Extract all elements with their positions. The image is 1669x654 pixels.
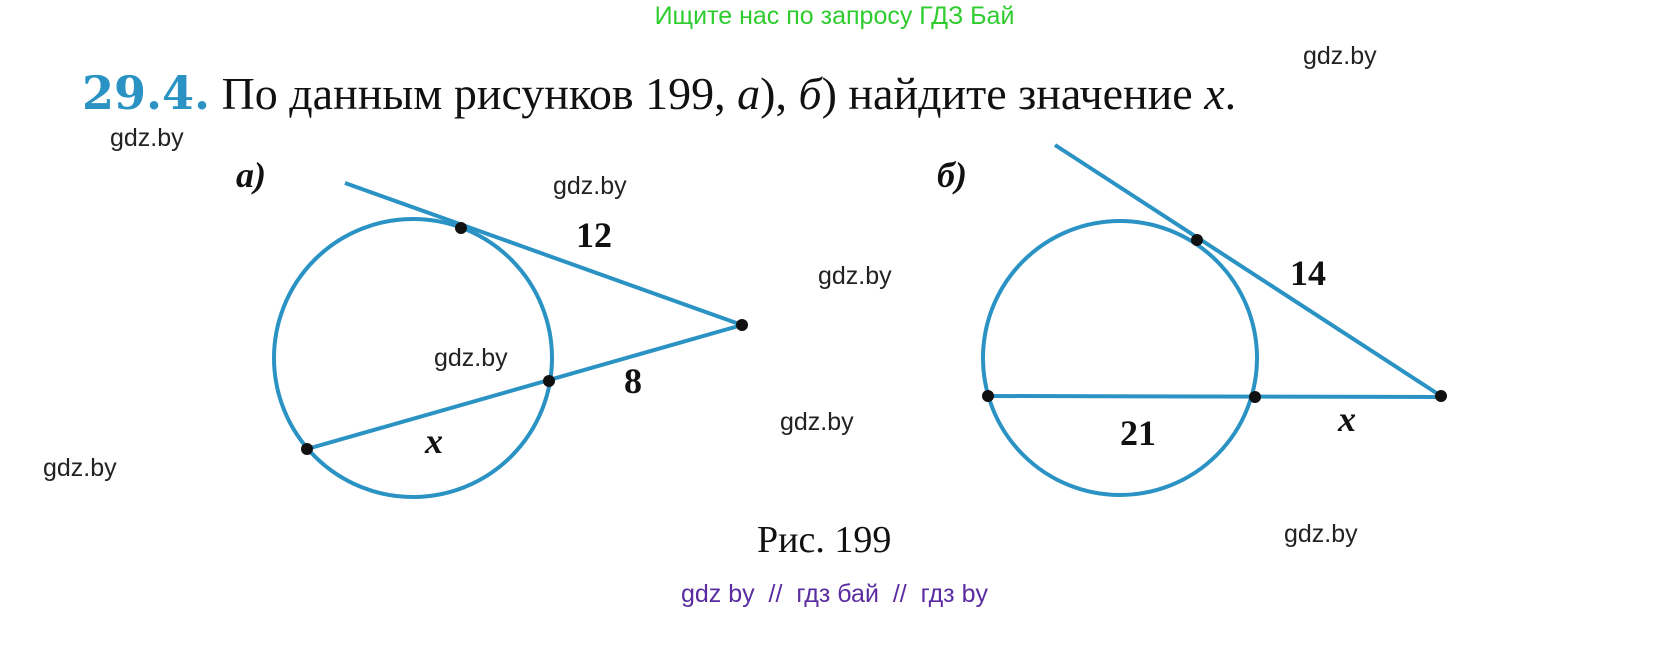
point xyxy=(1249,391,1261,403)
point xyxy=(543,375,555,387)
watermark: gdz.by xyxy=(818,262,892,290)
secant-b xyxy=(987,394,1442,399)
part-b-ref: б xyxy=(798,68,822,119)
problem-statement: 29.4. По данным рисунков 199, а), б) най… xyxy=(82,66,1236,120)
point xyxy=(1435,390,1447,402)
point xyxy=(301,443,313,455)
problem-text: По данным рисунков 199, xyxy=(221,68,738,119)
footer-links: gdz by // гдз бай // гдз by xyxy=(680,580,988,608)
chord-length-b: 21 xyxy=(1120,413,1156,453)
point xyxy=(455,222,467,234)
circle-a xyxy=(272,217,554,499)
variable: x xyxy=(1204,68,1225,119)
watermark: gdz.by xyxy=(110,124,184,152)
watermark: gdz.by xyxy=(780,408,854,436)
sep: ), xyxy=(760,68,799,119)
tangent-b xyxy=(1053,143,1443,398)
tangent-a xyxy=(344,181,743,327)
watermark: gdz.by xyxy=(1303,42,1377,70)
figure-b-label: б) xyxy=(937,155,967,195)
header-banner: Ищите нас по запросу ГДЗ Бай xyxy=(654,2,1015,30)
watermark: gdz.by xyxy=(43,454,117,482)
figure-a-label: а) xyxy=(236,155,266,195)
part-a-ref: а xyxy=(737,68,761,119)
tangent-length-b: 14 xyxy=(1290,253,1326,293)
problem-text-2: ) найдите значение xyxy=(821,68,1205,119)
watermark: gdz.by xyxy=(553,172,627,200)
problem-number: 29.4. xyxy=(82,66,211,120)
external-length-a: 8 xyxy=(624,361,642,401)
unknown-b: x xyxy=(1338,399,1356,439)
point xyxy=(982,390,994,402)
watermark: gdz.by xyxy=(1284,520,1358,548)
point xyxy=(1191,234,1203,246)
tangent-length-a: 12 xyxy=(576,215,612,255)
circle-b xyxy=(981,219,1259,497)
unknown-a: x xyxy=(425,421,443,461)
watermark: gdz.by xyxy=(434,344,508,372)
secant-a xyxy=(306,323,743,451)
point xyxy=(736,319,748,331)
period: . xyxy=(1224,68,1237,119)
figure-caption: Рис. 199 xyxy=(757,519,892,561)
